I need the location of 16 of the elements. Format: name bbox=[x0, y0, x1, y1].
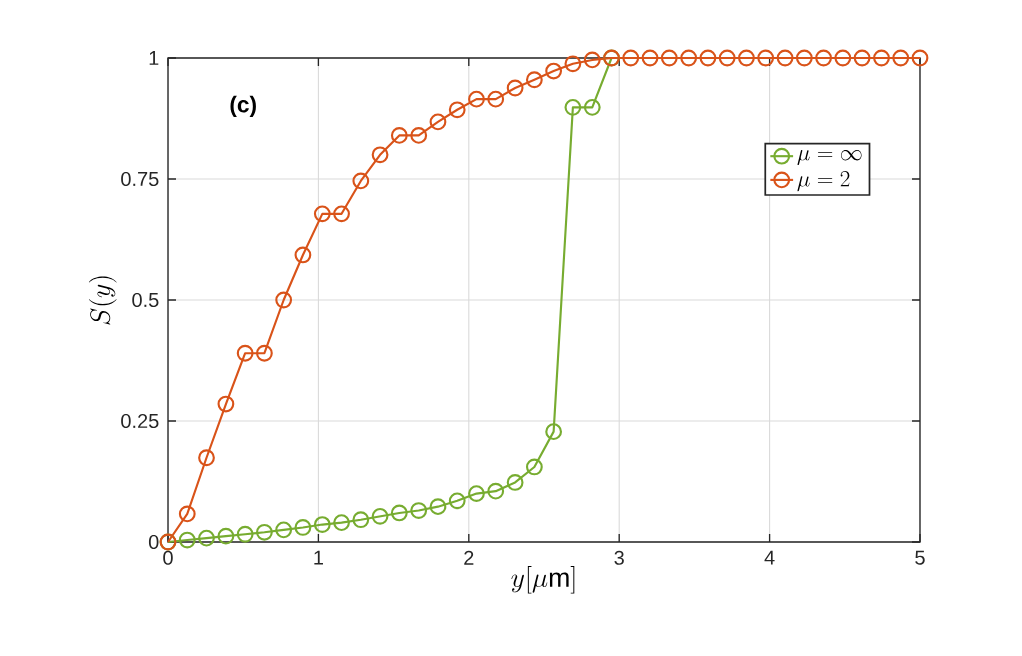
x-tick-label: 5 bbox=[915, 550, 925, 565]
x-tick-label: 2 bbox=[464, 550, 474, 565]
x-axis-title: $y[\mu \mathrm{m}]$ bbox=[511, 566, 575, 594]
legend-label: $\mu = \infty$ bbox=[797, 149, 862, 166]
y-tick-label: 0.25 bbox=[121, 413, 159, 429]
y-tick-label: 0.75 bbox=[121, 171, 159, 187]
x-tick-label: 0 bbox=[163, 550, 173, 565]
y-tick-label: 1 bbox=[149, 51, 159, 65]
y-tick-label: 0 bbox=[148, 534, 159, 550]
y-tick-label: 0.5 bbox=[132, 292, 159, 308]
legend-label: $\mu = 2$ bbox=[797, 171, 850, 192]
annotation: (c) bbox=[230, 95, 256, 117]
y-axis-title: $S(y)$ bbox=[88, 276, 117, 325]
x-tick-label: 1 bbox=[314, 550, 323, 565]
x-tick-label: 3 bbox=[614, 550, 624, 565]
x-tick-label: 4 bbox=[764, 550, 775, 565]
